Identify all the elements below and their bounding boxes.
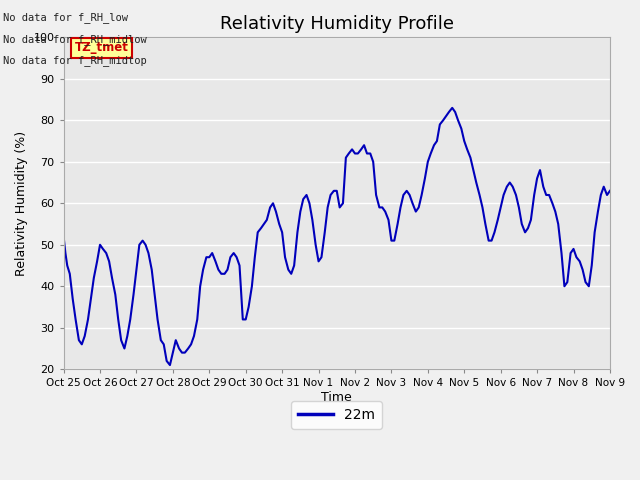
X-axis label: Time: Time xyxy=(321,391,352,404)
Text: No data for f_RH_midlow: No data for f_RH_midlow xyxy=(3,34,147,45)
Text: No data for f_RH_midtop: No data for f_RH_midtop xyxy=(3,55,147,66)
Text: TZ_tmet: TZ_tmet xyxy=(74,41,129,55)
Legend: 22m: 22m xyxy=(291,401,382,429)
Y-axis label: Relativity Humidity (%): Relativity Humidity (%) xyxy=(15,131,28,276)
Title: Relativity Humidity Profile: Relativity Humidity Profile xyxy=(220,15,454,33)
Text: No data for f_RH_low: No data for f_RH_low xyxy=(3,12,128,23)
